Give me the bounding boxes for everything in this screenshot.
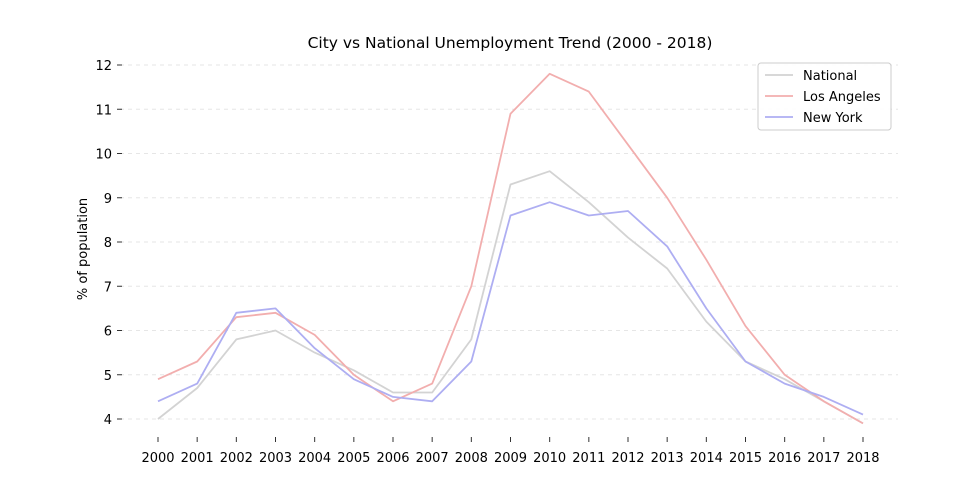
series-line-national: [157, 170, 864, 425]
series-line-new-york: [157, 201, 864, 416]
y-tick-label: 4: [104, 413, 112, 428]
x-tick-label: 2010: [533, 451, 566, 466]
x-tick-label: 2004: [298, 451, 331, 466]
x-tick-label: 2011: [572, 451, 605, 466]
x-tick-label: 2006: [376, 451, 409, 466]
y-tick-label: 5: [104, 369, 112, 384]
y-axis-label: % of population: [76, 198, 91, 300]
x-tick-label: 2005: [337, 451, 370, 466]
x-tick-label: 2013: [651, 451, 684, 466]
x-tick-label: 2000: [141, 451, 174, 466]
y-tick-label: 10: [95, 148, 112, 163]
x-tick-label: 2002: [220, 451, 253, 466]
y-tick-label: 11: [95, 103, 112, 118]
x-tick-label: 2008: [455, 451, 488, 466]
series-group: [157, 72, 864, 425]
x-tick-label: 2016: [768, 451, 801, 466]
y-axis: 4 5 6 7 8 9 10 11 12: [95, 59, 122, 428]
y-tick-label: 9: [104, 192, 112, 207]
x-tick-label: 2001: [181, 451, 214, 466]
x-axis: 2000 2001 2002 2003 2004 2005 2006 2007 2008 2009…: [141, 437, 880, 466]
x-tick-label: 2018: [846, 451, 879, 466]
y-tick-label: 12: [95, 59, 112, 74]
chart-title: City vs National Unemployment Trend (200…: [308, 34, 713, 52]
y-tick-label: 8: [104, 236, 112, 251]
legend-box: [757, 62, 892, 131]
legend-entry: National: [803, 69, 857, 84]
legend: National Los Angeles New York: [757, 62, 892, 131]
x-tick-label: 2017: [807, 451, 840, 466]
legend-entry: New York: [803, 111, 863, 126]
y-tick-label: 7: [104, 280, 112, 295]
x-tick-label: 2012: [611, 451, 644, 466]
x-tick-label: 2003: [259, 451, 292, 466]
x-tick-label: 2014: [690, 451, 723, 466]
x-tick-label: 2007: [416, 451, 449, 466]
y-tick-label: 6: [104, 325, 112, 340]
x-tick-label: 2009: [494, 451, 527, 466]
legend-entry: Los Angeles: [803, 90, 881, 105]
series-line-los-angeles: [157, 72, 864, 425]
x-tick-label: 2015: [729, 451, 762, 466]
